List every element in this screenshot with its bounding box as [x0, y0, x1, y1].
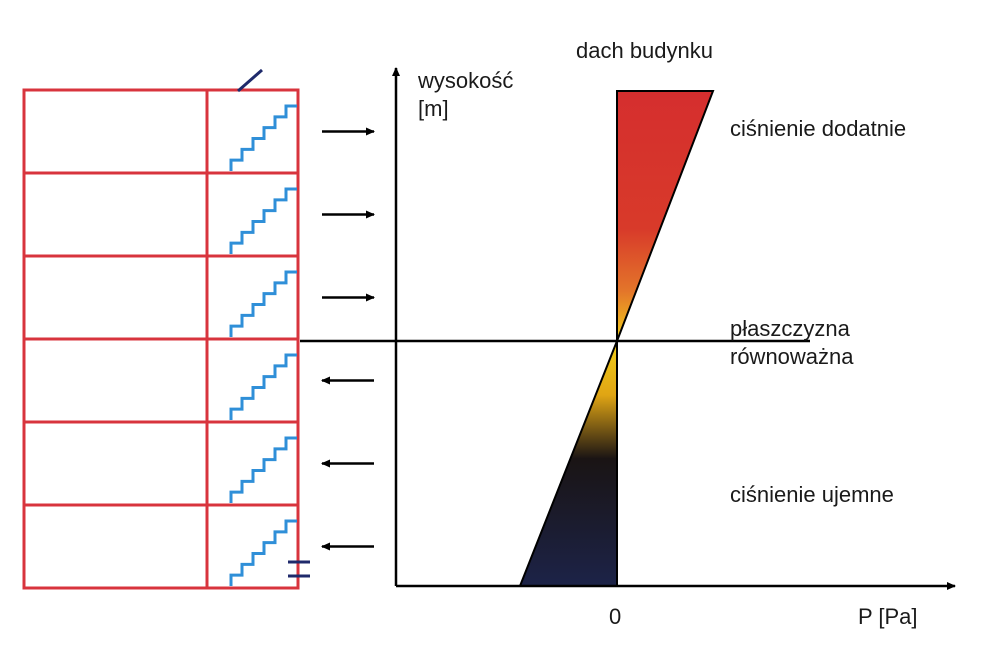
staircase-icon: [229, 353, 297, 420]
staircase-icon: [229, 104, 297, 171]
negative-pressure-label: ciśnienie ujemne: [730, 482, 894, 507]
roof-vent-icon: [237, 68, 263, 93]
roof-label: dach budynku: [576, 38, 713, 63]
staircase-icon: [229, 270, 297, 337]
airflow-arrows: [321, 127, 375, 551]
neutral-plane-label-2: równoważna: [730, 344, 854, 369]
x-zero-tick-label: 0: [609, 604, 621, 629]
staircase-icon: [229, 436, 297, 503]
positive-pressure-label: ciśnienie dodatnie: [730, 116, 906, 141]
floor-lines: [24, 171, 298, 507]
negative-pressure-area: [518, 340, 618, 587]
neutral-plane-label: płaszczyzna: [730, 316, 851, 341]
y-axis-unit: [m]: [418, 96, 449, 121]
building: [22, 68, 310, 590]
y-axis-label: wysokość: [417, 68, 513, 93]
positive-pressure-area: [616, 90, 715, 342]
x-axis-label: P [Pa]: [858, 604, 918, 629]
stairs: [229, 104, 297, 586]
staircase-icon: [229, 519, 297, 586]
staircase-icon: [229, 187, 297, 254]
